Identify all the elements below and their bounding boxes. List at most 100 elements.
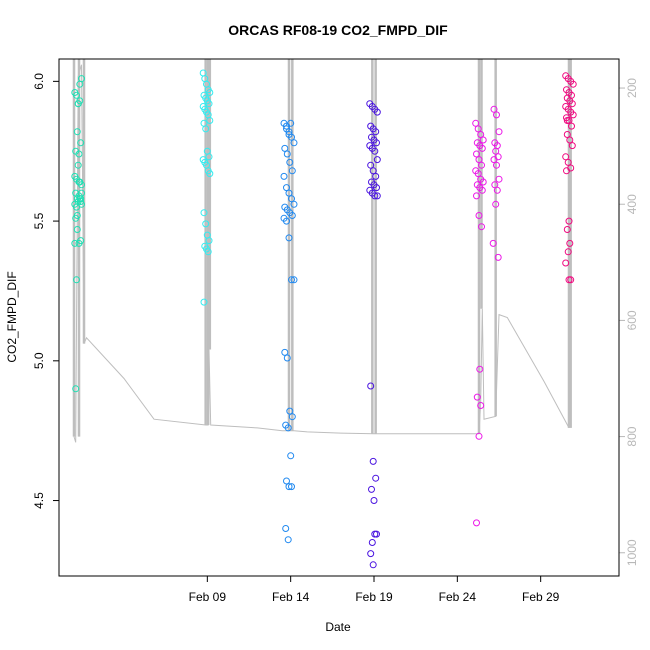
- data-point: [475, 432, 483, 440]
- data-point: [369, 167, 377, 175]
- data-point: [77, 139, 85, 147]
- data-point: [78, 75, 85, 83]
- data-point: [568, 100, 576, 108]
- data-point: [205, 237, 213, 245]
- data-point: [565, 217, 573, 225]
- data-point: [492, 147, 500, 155]
- data-point: [491, 181, 499, 189]
- data-point: [75, 150, 83, 158]
- data-point: [562, 259, 570, 267]
- series-rf10: [280, 119, 298, 544]
- data-point: [206, 117, 214, 124]
- data-point: [73, 276, 80, 284]
- data-point: [490, 105, 498, 113]
- chart-title: ORCAS RF08-19 CO2_FMPD_DIF: [228, 22, 448, 38]
- data-point: [283, 217, 290, 225]
- data-point: [494, 253, 502, 261]
- series-rf11: [366, 100, 381, 569]
- data-point: [283, 150, 291, 158]
- data-point: [371, 530, 379, 538]
- data-point: [288, 212, 296, 219]
- y2-tick-label: 400: [625, 194, 639, 214]
- data-point: [479, 136, 487, 144]
- data-point: [369, 457, 377, 465]
- data-point: [489, 239, 497, 247]
- data-point: [476, 365, 484, 373]
- data-point: [367, 550, 375, 558]
- data-point: [77, 198, 85, 205]
- y-tick-label: 5.0: [32, 352, 46, 369]
- data-point: [288, 195, 295, 203]
- data-point: [285, 189, 293, 197]
- data-point: [564, 158, 572, 166]
- data-point: [565, 276, 573, 284]
- pressure-trace-layer: [72, 59, 572, 443]
- data-point: [283, 477, 290, 485]
- data-point: [472, 119, 480, 127]
- data-point: [373, 139, 380, 147]
- data-point: [371, 192, 379, 200]
- data-point: [284, 536, 292, 544]
- data-point: [372, 128, 380, 136]
- data-point: [474, 125, 482, 133]
- data-point: [200, 209, 208, 217]
- data-point: [493, 186, 501, 194]
- data-point: [73, 128, 81, 136]
- data-point: [71, 239, 79, 247]
- data-point: [563, 117, 571, 124]
- data-point: [478, 223, 485, 231]
- data-point: [569, 80, 577, 88]
- data-point: [473, 393, 481, 401]
- data-point: [563, 131, 571, 138]
- data-point: [73, 212, 81, 219]
- data-point: [290, 200, 298, 208]
- data-point: [290, 276, 298, 284]
- data-point: [373, 192, 381, 200]
- data-point: [495, 175, 503, 183]
- data-point: [569, 111, 577, 119]
- data-point: [477, 402, 485, 409]
- data-point: [373, 156, 381, 164]
- data-point: [281, 348, 289, 356]
- x-axis-label: Date: [325, 620, 351, 634]
- data-point: [282, 525, 290, 532]
- data-point: [75, 178, 83, 186]
- x-tick-label: Feb 19: [355, 590, 393, 604]
- data-point: [284, 424, 292, 432]
- data-point: [372, 474, 380, 482]
- data-point: [202, 220, 210, 228]
- data-point: [373, 184, 380, 192]
- data-point: [369, 561, 377, 569]
- data-point: [286, 158, 294, 166]
- data-point: [204, 248, 212, 256]
- data-point: [478, 144, 486, 152]
- data-point: [200, 298, 208, 306]
- data-point: [281, 144, 289, 152]
- x-tick-label: Feb 14: [272, 590, 310, 604]
- data-point: [564, 248, 572, 256]
- data-point: [287, 452, 295, 460]
- data-points-layer: [71, 69, 577, 569]
- data-point: [76, 97, 84, 105]
- data-point: [283, 354, 291, 362]
- data-point: [563, 226, 571, 233]
- y2-tick-label: 600: [625, 310, 639, 330]
- data-point: [370, 497, 378, 504]
- data-point: [493, 111, 500, 119]
- data-point: [566, 239, 574, 247]
- data-point: [77, 237, 85, 245]
- data-point: [73, 91, 80, 99]
- data-point: [493, 161, 500, 169]
- data-point: [473, 192, 480, 200]
- plot-frame: [58, 58, 620, 577]
- series-rf09: [199, 69, 214, 306]
- data-point: [367, 382, 375, 390]
- data-point: [206, 89, 214, 96]
- data-point: [285, 131, 293, 138]
- data-point: [367, 161, 375, 169]
- data-point: [492, 200, 500, 208]
- data-point: [283, 125, 290, 133]
- data-point: [473, 150, 480, 158]
- data-point: [475, 156, 483, 164]
